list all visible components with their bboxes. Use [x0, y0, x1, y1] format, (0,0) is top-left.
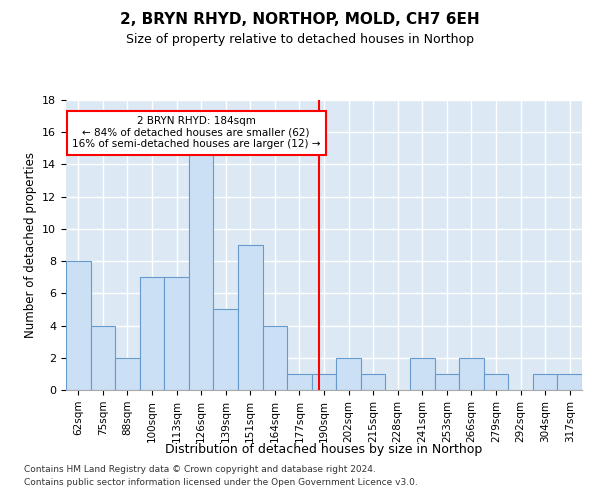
Bar	[238, 245, 263, 390]
Text: Contains HM Land Registry data © Crown copyright and database right 2024.: Contains HM Land Registry data © Crown c…	[24, 466, 376, 474]
Bar	[66, 261, 91, 390]
Bar	[214, 310, 238, 390]
Bar	[361, 374, 385, 390]
Bar	[336, 358, 361, 390]
Text: Contains public sector information licensed under the Open Government Licence v3: Contains public sector information licen…	[24, 478, 418, 487]
Bar	[287, 374, 312, 390]
Bar	[263, 326, 287, 390]
Text: 2, BRYN RHYD, NORTHOP, MOLD, CH7 6EH: 2, BRYN RHYD, NORTHOP, MOLD, CH7 6EH	[120, 12, 480, 28]
Y-axis label: Number of detached properties: Number of detached properties	[23, 152, 37, 338]
Bar	[91, 326, 115, 390]
Bar	[189, 148, 214, 390]
Bar	[312, 374, 336, 390]
Bar	[410, 358, 434, 390]
Bar	[484, 374, 508, 390]
Bar	[434, 374, 459, 390]
Bar	[140, 277, 164, 390]
Text: Size of property relative to detached houses in Northop: Size of property relative to detached ho…	[126, 32, 474, 46]
Bar	[459, 358, 484, 390]
Bar	[557, 374, 582, 390]
Bar	[533, 374, 557, 390]
Bar	[115, 358, 140, 390]
Text: Distribution of detached houses by size in Northop: Distribution of detached houses by size …	[166, 442, 482, 456]
Text: 2 BRYN RHYD: 184sqm
← 84% of detached houses are smaller (62)
16% of semi-detach: 2 BRYN RHYD: 184sqm ← 84% of detached ho…	[72, 116, 320, 150]
Bar	[164, 277, 189, 390]
